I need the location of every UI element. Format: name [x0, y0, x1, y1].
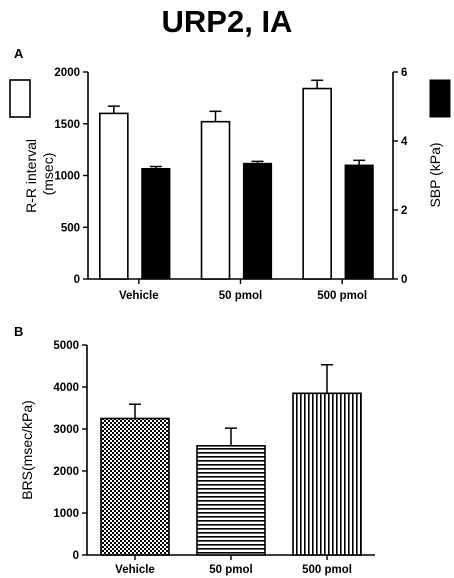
panel-b-brs-bar: [196, 444, 266, 556]
panel-a-chart: A R-R interval (msec) SBP (kPa) 0 500 1000…: [9, 46, 451, 302]
panel-a-left-tick-label: 0: [74, 274, 80, 286]
panel-a-left-axis-label: R-R interval (msec): [23, 135, 56, 213]
panel-a-rr-bar: [302, 87, 332, 280]
panel-a-left-axis-label-line2: (msec): [40, 153, 56, 196]
panel-b-y-tick-label: 5000: [53, 340, 79, 352]
panel-a-left-tick-label: 1500: [54, 119, 80, 131]
figure-title: URP2, IA: [162, 4, 293, 39]
panel-a-category-label: 500 pmol: [317, 290, 367, 302]
panel-b-brs-bar: [100, 417, 170, 556]
panel-a-left-tick-label: 1000: [54, 171, 80, 183]
panel-a-category-label: 50 pmol: [219, 290, 262, 302]
panel-b-chart: B BRS(msec/kPa) 0 1000 2000 3000 4000 5000 Veh…: [14, 324, 375, 576]
panel-b-y-tick-label: 1000: [53, 508, 79, 520]
panel-a-category-label: Vehicle: [119, 290, 159, 302]
panel-a-sbp-bar: [344, 164, 374, 280]
panel-b-y-tick-label: 2000: [53, 466, 79, 478]
panel-a-right-tick-label: 6: [401, 67, 407, 79]
panel-a-sbp-bar: [141, 168, 171, 280]
panel-a-label: A: [14, 46, 24, 61]
legend-key-rr-interval: [9, 79, 31, 118]
panel-b-y-tick-label: 4000: [53, 382, 79, 394]
panel-b-category-label: Vehicle: [115, 564, 155, 576]
panel-a-left-tick-label: 500: [61, 222, 80, 234]
panel-b-y-axis-label: BRS(msec/kPa): [19, 400, 35, 500]
panel-b-category-label: 50 pmol: [209, 564, 252, 576]
panel-a-left-tick-label: 2000: [54, 67, 80, 79]
panel-a-left-axis-label-line1: R-R interval: [23, 139, 39, 213]
panel-b-y-tick-label: 3000: [53, 424, 79, 436]
panel-a-right-tick-label: 4: [401, 136, 408, 148]
panel-a-right-axis-label: SBP (kPa): [427, 142, 443, 207]
panel-b-category-label: 500 pmol: [302, 564, 352, 576]
panel-a-sbp-bar: [242, 162, 273, 280]
legend-key-sbp: [429, 79, 451, 118]
panel-b-brs-bar: [292, 392, 362, 556]
panel-a-rr-bar: [99, 112, 129, 280]
panel-a-right-tick-label: 0: [401, 274, 407, 286]
panel-a-right-tick-label: 2: [401, 205, 407, 217]
panel-b-label: B: [14, 324, 23, 339]
panel-b-y-tick-label: 0: [73, 550, 79, 562]
panel-a-rr-bar: [200, 120, 231, 280]
